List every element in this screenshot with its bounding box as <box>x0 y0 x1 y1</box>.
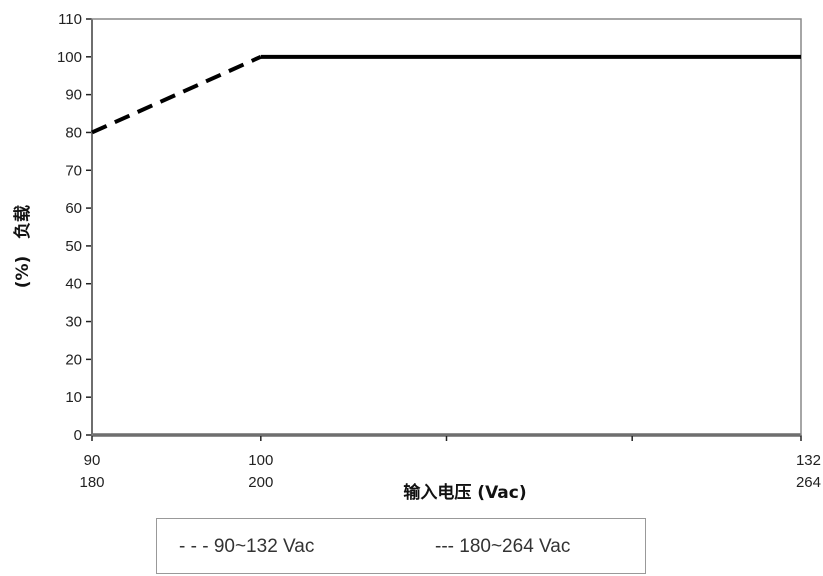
y-tick-label: 100 <box>57 49 82 66</box>
legend-marker-solid: --- <box>435 536 454 557</box>
y-tick-label: 10 <box>65 389 82 406</box>
series-line-90-132-Vac <box>91 54 262 135</box>
x-tick-label-bottom: 200 <box>248 474 273 491</box>
plot-frame <box>91 18 802 436</box>
series-layer <box>91 54 801 135</box>
y-tick-label: 0 <box>74 427 82 444</box>
y-tick-label: 70 <box>65 162 82 179</box>
legend-item-90-132: - - - 90~132 Vac <box>179 536 314 558</box>
legend-item-180-264: --- 180~264 Vac <box>435 536 570 558</box>
x-tick-label-top: 100 <box>248 452 273 469</box>
y-tick-label: 90 <box>65 87 82 104</box>
x-tick-label-bottom: 180 <box>79 474 104 491</box>
y-tick-label: 80 <box>65 124 82 141</box>
y-tick-label: 30 <box>65 314 82 331</box>
y-axis-title-line2: (%) <box>13 256 33 289</box>
y-tick-label: 20 <box>65 351 82 368</box>
legend-label-90-132: 90~132 Vac <box>213 536 315 557</box>
y-tick-label: 40 <box>65 276 82 293</box>
y-tick-label: 60 <box>65 200 82 217</box>
legend-label-180-264: 180~264 Vac <box>459 536 571 557</box>
y-tick-label: 50 <box>65 238 82 255</box>
x-tick-label-bottom: 264 <box>796 474 821 491</box>
legend-marker-dashed: - - - <box>179 536 209 557</box>
legend: - - - 90~132 Vac --- 180~264 Vac <box>156 518 646 574</box>
x-axis-title: 输入电压 (Vac) <box>403 482 526 503</box>
x-tick-label-top: 90 <box>84 452 101 469</box>
x-tick-label-top: 132 <box>796 452 821 469</box>
y-axis: 0 10 20 30 40 50 60 70 80 90 100 110 <box>57 11 93 444</box>
y-tick-label: 110 <box>58 11 82 28</box>
y-axis-title-line1: 负载 <box>12 205 33 239</box>
